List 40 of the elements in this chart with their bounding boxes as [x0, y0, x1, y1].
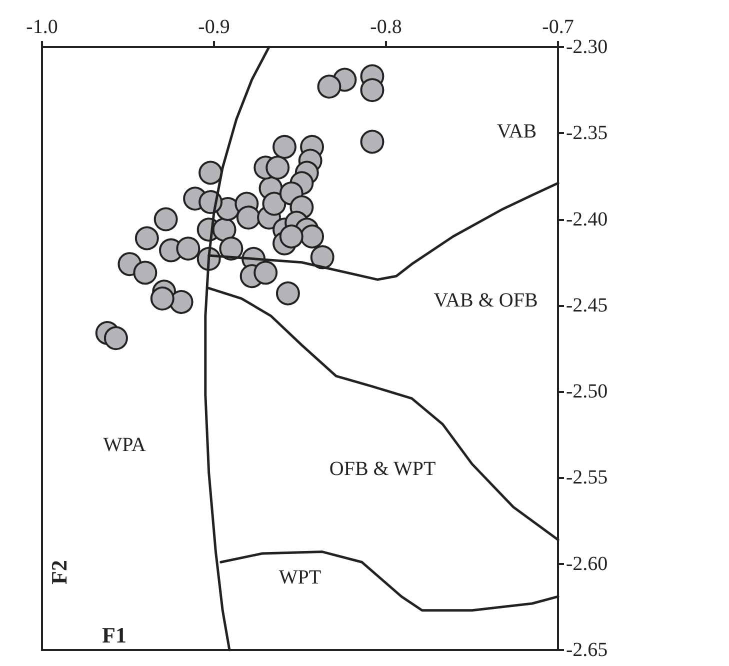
point	[300, 224, 324, 249]
point	[236, 206, 260, 230]
point	[219, 236, 244, 261]
x-tick-label: -0.7	[542, 16, 574, 38]
point	[317, 74, 342, 99]
point	[262, 192, 286, 216]
point	[279, 224, 304, 249]
x-tick-label: -0.8	[370, 16, 402, 38]
annotation: OFB & WPT	[329, 458, 436, 480]
x-axis-title: F1	[102, 622, 126, 648]
point	[310, 245, 334, 270]
point	[134, 226, 159, 250]
y-axis-title: F2	[46, 560, 72, 584]
point	[150, 286, 174, 311]
annotation: WPA	[103, 434, 146, 456]
y-tick-label: -2.55	[566, 466, 608, 489]
point	[133, 260, 158, 285]
point	[254, 260, 278, 285]
x-tick-label: -1.0	[26, 16, 58, 38]
point	[360, 78, 384, 102]
point	[176, 236, 200, 261]
y-tick-label: -2.35	[566, 122, 608, 144]
y-tick-label: -2.50	[566, 380, 608, 403]
y-tick-label: -2.45	[566, 294, 608, 316]
y-tick-label: -2.65	[566, 639, 608, 661]
y-tick-label: -2.30	[566, 36, 608, 58]
point	[104, 326, 128, 350]
point	[198, 160, 223, 185]
point	[360, 130, 384, 154]
annotation: VAB & OFB	[434, 289, 538, 312]
x-tick-label: -0.9	[198, 16, 230, 38]
point	[154, 207, 178, 232]
point	[169, 290, 194, 314]
y-tick-label: -2.40	[566, 208, 608, 230]
point	[266, 156, 290, 180]
y-tick-label: -2.60	[566, 552, 608, 575]
annotation: WPT	[278, 566, 322, 589]
point	[276, 281, 300, 306]
annotation: VAB	[496, 120, 537, 142]
point	[272, 134, 297, 159]
